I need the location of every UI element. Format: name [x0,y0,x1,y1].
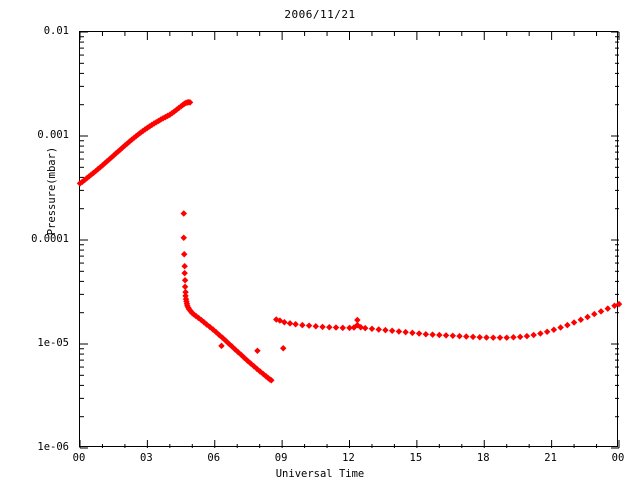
x-tick-label: 15 [409,452,423,464]
y-tick-label: 0.0001 [31,233,69,245]
y-tick-label: 1e-06 [37,441,69,453]
x-tick-label: 06 [207,452,221,464]
x-tick-label: 09 [274,452,288,464]
x-tick-label: 03 [140,452,153,464]
x-tick-label: 00 [611,452,625,464]
data-markers [76,99,623,384]
y-tick-label: 0.001 [37,129,69,141]
y-axis-title: Pressure(mbar) [46,146,58,236]
series-nightside-plateau [273,300,623,341]
axis-ticks [79,31,620,449]
y-tick-label: 0.01 [43,25,69,37]
x-axis-title: Universal Time [275,468,365,480]
x-tick-label: 18 [476,452,490,464]
series-egress-drop [180,210,275,384]
x-tick-label: 21 [544,452,557,464]
y-tick-label: 1e-05 [37,337,69,349]
x-tick-label: 00 [72,452,86,464]
plot-frame [76,31,623,449]
x-tick-label: 12 [342,452,355,464]
series-ingress-rise [76,99,194,187]
page-title: 2006/11/21 [284,8,356,21]
